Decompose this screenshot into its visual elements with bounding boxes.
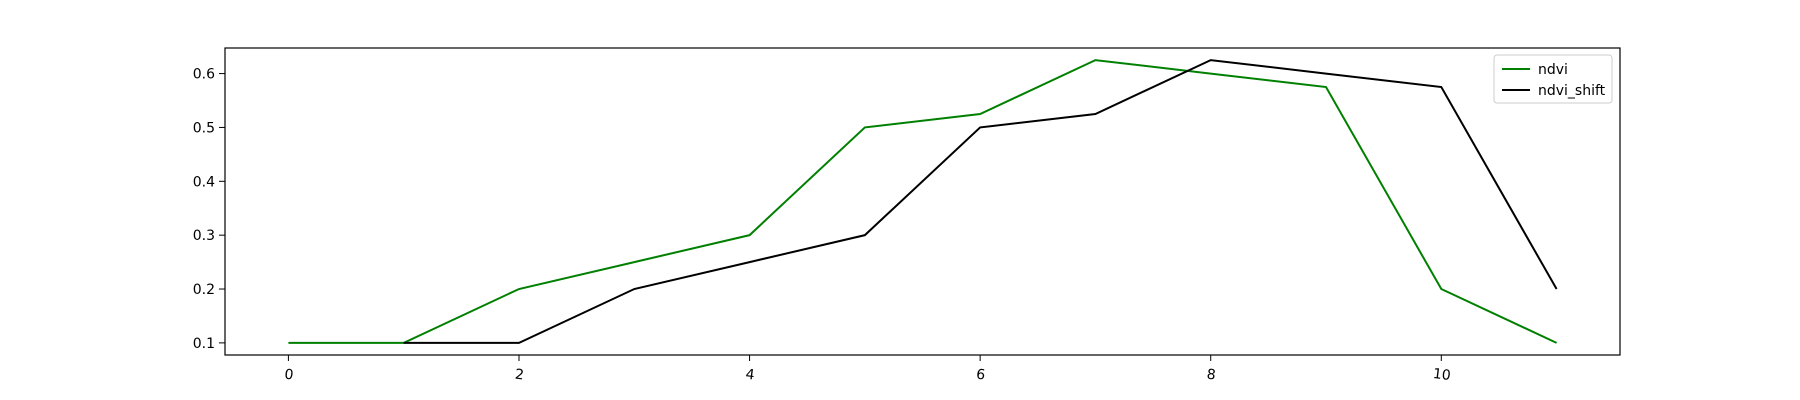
y-tick-label: 0.3	[193, 228, 215, 244]
y-tick-label: 0.1	[193, 336, 215, 352]
x-tick-label: 8	[1206, 367, 1217, 384]
legend-label: ndvi_shift	[1538, 83, 1606, 99]
series-layer	[288, 59, 1558, 344]
legend: ndvi ndvi_shift	[1493, 54, 1613, 104]
y-tick-label: 0.2	[193, 282, 215, 298]
x-tick-label: 10	[1432, 366, 1452, 384]
y-tick-label: 0.5	[193, 120, 215, 136]
legend-label: ndvi	[1538, 62, 1568, 78]
y-tick-label: 0.6	[193, 67, 215, 83]
series-line-ndvi	[288, 59, 1558, 344]
series-line-ndvi-shift	[403, 59, 1558, 344]
x-tick-label: 2	[514, 367, 525, 384]
y-tick-label: 0.4	[193, 174, 215, 190]
x-tick-label: 4	[745, 367, 756, 384]
ticks-layer: 0 2 4 6 8 10 0.1 0.2 0.3 0.4 0.5 0.6	[193, 67, 1452, 384]
x-tick-label: 0	[283, 367, 294, 384]
plot-area-frame	[224, 47, 1621, 356]
x-tick-label: 6	[975, 367, 986, 384]
